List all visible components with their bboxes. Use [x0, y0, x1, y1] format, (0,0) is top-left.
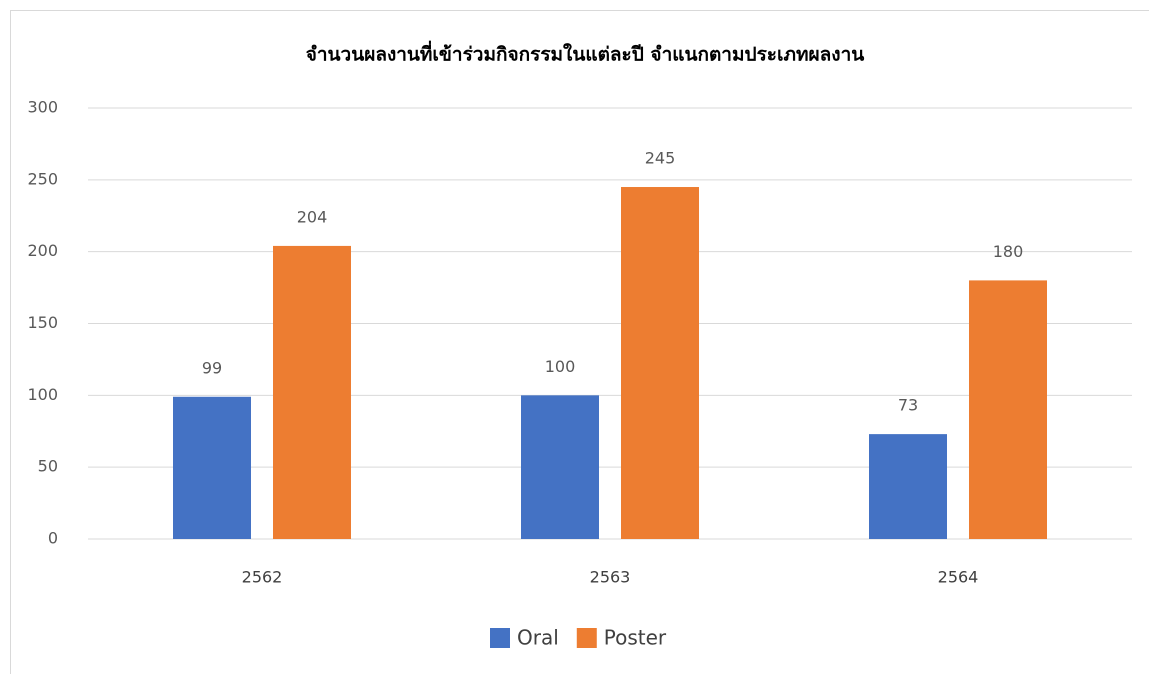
bar	[969, 280, 1047, 539]
y-tick-label: 250	[27, 169, 58, 188]
bar	[173, 396, 251, 539]
data-label: 245	[645, 149, 676, 168]
y-tick-label: 50	[38, 457, 58, 476]
y-tick-label: 100	[27, 385, 58, 404]
chart-title: จำนวนผลงานที่เข้าร่วมกิจกรรมในแต่ละปี จำ…	[306, 41, 864, 66]
data-label: 100	[545, 357, 576, 376]
x-tick-label: 2562	[242, 568, 283, 587]
legend-label: Poster	[604, 626, 667, 650]
y-tick-label: 150	[27, 313, 58, 332]
bar	[521, 395, 599, 539]
data-label: 99	[202, 358, 222, 377]
x-tick-label: 2564	[938, 568, 979, 587]
data-label: 180	[993, 242, 1024, 261]
data-label: 73	[898, 396, 918, 415]
legend-label: Oral	[517, 626, 559, 650]
chart-border	[10, 10, 1149, 674]
bar	[869, 434, 947, 539]
y-tick-label: 0	[48, 529, 58, 548]
bar	[621, 187, 699, 539]
y-tick-label: 300	[27, 98, 58, 117]
bar	[273, 245, 351, 540]
legend-swatch	[490, 628, 510, 648]
data-label: 204	[297, 207, 328, 226]
legend-swatch	[576, 628, 597, 648]
x-tick-label: 2563	[590, 568, 631, 587]
y-tick-label: 200	[27, 241, 58, 260]
